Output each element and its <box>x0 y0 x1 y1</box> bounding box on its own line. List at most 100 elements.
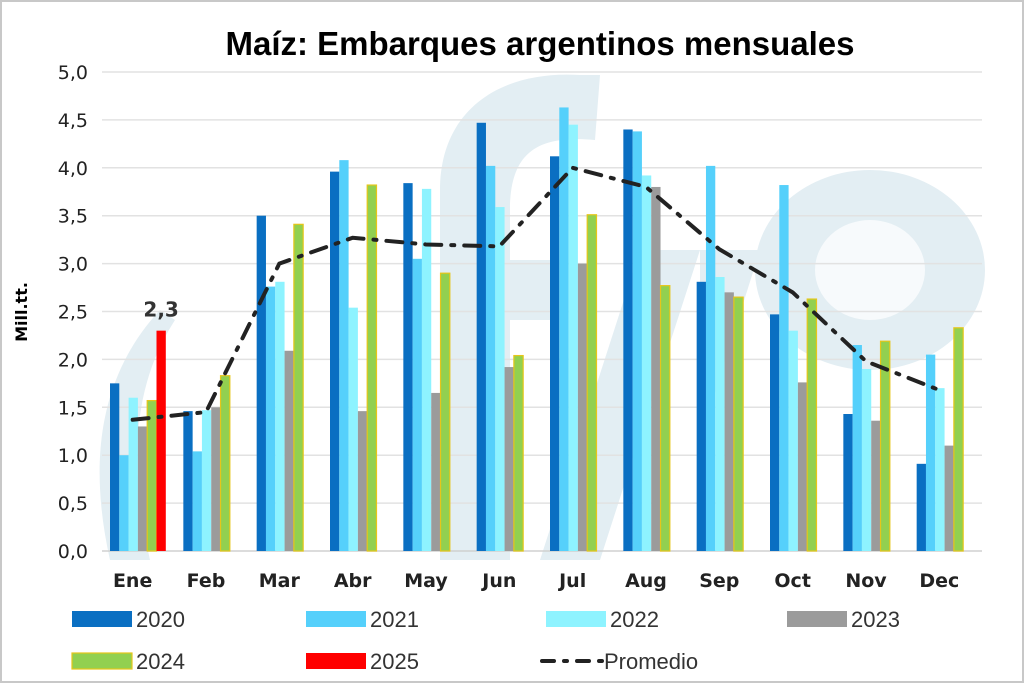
x-tick-label: Sep <box>699 570 739 592</box>
chart-title: Maíz: Embarques argentinos mensuales <box>225 25 854 62</box>
bar-2023-Jun <box>504 367 514 551</box>
bar-2021-Abr <box>339 160 349 552</box>
x-tick-label: Feb <box>187 570 226 592</box>
data-label-2025: 2,3 <box>143 298 178 322</box>
y-tick-label: 0,0 <box>58 541 88 563</box>
y-tick-label: 0,5 <box>58 493 88 515</box>
bar-2021-Sep <box>705 165 716 551</box>
bar-2022-Oct <box>788 330 798 551</box>
y-axis-label: Mill.tt. <box>12 282 31 342</box>
y-tick-label: 1,5 <box>58 397 88 419</box>
legend-swatch <box>787 611 847 627</box>
legend-item-2023: 2023 <box>787 607 900 632</box>
x-axis-ticks: Ene Feb Mar Abr May Jun Jul Aug Sep Oct Nov Dec <box>113 570 959 592</box>
x-tick-label: Abr <box>334 570 372 592</box>
bar-2020-Feb <box>183 411 193 551</box>
legend-item-2024: 2024 <box>71 649 185 674</box>
bar-2020-Aug <box>623 129 633 552</box>
legend-label: 2025 <box>370 649 419 674</box>
bar-2023-May <box>431 392 441 551</box>
bar-2023-Aug <box>651 186 661 551</box>
bar-2020-Oct <box>770 314 780 551</box>
bar-2023-Sep <box>724 292 734 551</box>
bar-2024-Dec <box>953 327 964 552</box>
bar-2023-Jul <box>577 263 588 551</box>
legend-item-2021: 2021 <box>306 607 419 632</box>
bar-2020-Jun <box>476 122 486 552</box>
bar-2020-May <box>403 183 413 552</box>
bar-2021-Oct <box>779 185 789 551</box>
legend-item-2020: 2020 <box>72 607 185 632</box>
data-labels: 2,3 <box>143 298 178 322</box>
bar-2024-Mar <box>293 223 304 552</box>
bar-2024-Feb <box>219 375 231 552</box>
bar-2023-Dec <box>944 445 954 551</box>
bar-2020-Ene <box>110 383 120 551</box>
legend-label: 2021 <box>370 607 419 632</box>
x-tick-label: Nov <box>845 570 887 592</box>
legend-label: 2024 <box>136 649 185 674</box>
y-tick-label: 5,0 <box>58 62 88 84</box>
bar-2021-Nov <box>852 345 862 551</box>
x-tick-label: Jul <box>557 570 586 592</box>
legend-swatch <box>306 653 366 669</box>
legend-label: 2020 <box>136 607 185 632</box>
bar-2022-Abr <box>348 307 358 551</box>
bar-2022-Feb <box>201 410 212 551</box>
legend-item-Promedio: Promedio <box>540 649 698 674</box>
bar-2024-Abr <box>366 184 378 552</box>
legend-swatch <box>306 611 366 627</box>
y-axis-ticks: 0,0 0,5 1,0 1,5 2,0 2,5 3,0 3,5 4,0 4,5 5,0 <box>58 62 88 563</box>
bar-2024-Jul <box>586 214 598 552</box>
y-tick-label: 1,0 <box>58 445 88 467</box>
bar-2022-Jul <box>568 124 578 551</box>
y-tick-label: 3,0 <box>58 254 88 276</box>
bar-2023-Feb <box>211 407 221 551</box>
bar-2021-Aug <box>632 131 642 551</box>
bar-2024-Oct <box>806 298 818 552</box>
bar-2023-Nov <box>871 420 881 551</box>
gridlines <box>102 71 982 552</box>
legend-label: 2022 <box>610 607 659 632</box>
legend: 2020 2021 2022 2023 2024 2025 Promedio <box>71 607 900 674</box>
y-tick-label: 2,0 <box>58 349 88 371</box>
bar-2023-Ene <box>137 426 148 551</box>
y-tick-label: 4,0 <box>58 158 88 180</box>
bar-2021-Ene <box>119 455 129 551</box>
bar-2024-Nov <box>879 340 891 552</box>
bar-2022-Ene <box>128 397 138 551</box>
bar-2022-Nov <box>861 368 872 551</box>
bar-2024-Sep <box>733 296 744 552</box>
bar-2024-Aug <box>659 285 671 552</box>
legend-swatch <box>72 611 132 627</box>
legend-swatch <box>546 611 606 627</box>
legend-item-2022: 2022 <box>546 607 659 632</box>
bar-2020-Abr <box>330 171 340 551</box>
legend-item-2025: 2025 <box>306 649 419 674</box>
bar-2023-Mar <box>284 350 294 551</box>
bar-2021-Jul <box>559 107 569 552</box>
bar-2025-Ene <box>156 330 166 551</box>
x-tick-label: May <box>404 570 448 592</box>
x-tick-label: Mar <box>259 570 301 592</box>
x-tick-label: Ene <box>113 570 152 592</box>
bar-2020-Mar <box>256 215 266 551</box>
x-tick-label: Oct <box>774 570 811 592</box>
bar-2021-Feb <box>192 451 202 551</box>
bar-2024-Jun <box>513 354 524 552</box>
bar-2020-Nov <box>843 414 853 551</box>
bar-2021-May <box>412 258 422 551</box>
bar-2022-Mar <box>275 281 285 551</box>
promedio-line-path <box>130 165 942 422</box>
bar-2022-Jun <box>495 207 505 551</box>
bar-2024-May <box>439 272 451 552</box>
bar-2020-Sep <box>696 281 706 551</box>
bar-2022-Dec <box>935 388 945 551</box>
bar-2020-Jul <box>550 156 560 551</box>
bar-2021-Dec <box>925 354 936 551</box>
y-tick-label: 3,5 <box>58 206 88 228</box>
bar-2022-Sep <box>715 277 725 551</box>
legend-label: Promedio <box>604 649 698 674</box>
x-tick-label: Aug <box>625 570 667 592</box>
